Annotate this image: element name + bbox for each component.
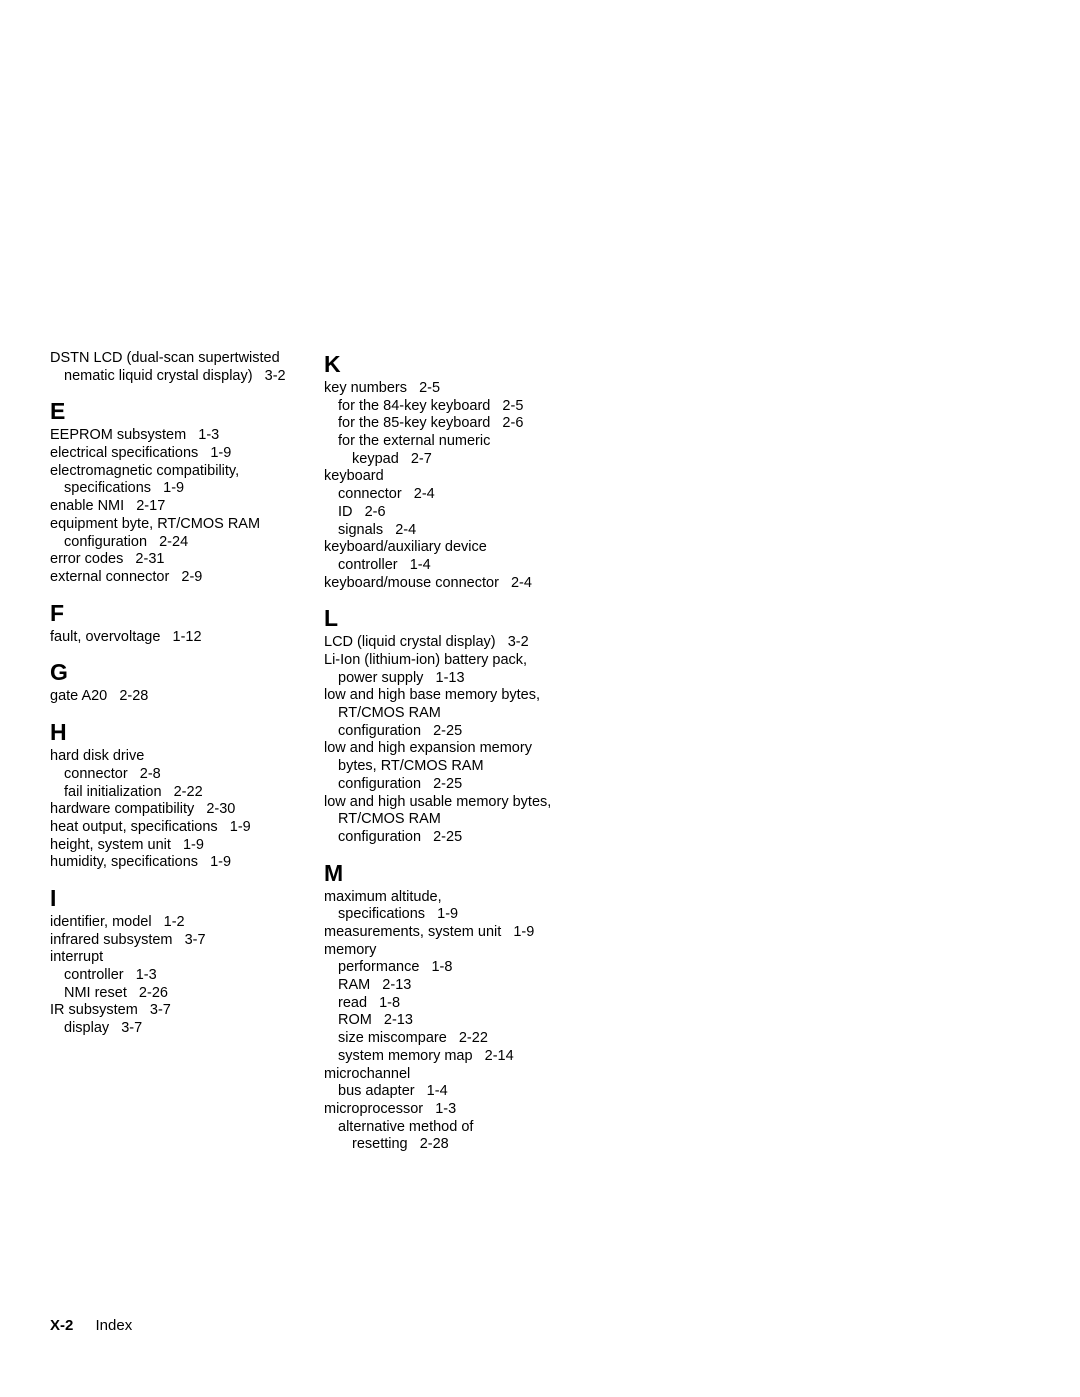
index-columns: DSTN LCD (dual-scan supertwistednematic … (50, 350, 580, 1154)
index-entry: hard disk drive (50, 748, 306, 766)
index-entry: EEPROM subsystem 1-3 (50, 427, 306, 445)
index-entry: infrared subsystem 3-7 (50, 932, 306, 950)
index-entry: LCD (liquid crystal display) 3-2 (324, 634, 580, 652)
index-section-heading: M (324, 859, 580, 887)
index-entry: resetting 2-28 (324, 1136, 580, 1154)
index-entry: error codes 2-31 (50, 551, 306, 569)
index-entry: for the 84-key keyboard 2-5 (324, 398, 580, 416)
index-entry: low and high usable memory bytes, (324, 794, 580, 812)
index-entry: measurements, system unit 1-9 (324, 924, 580, 942)
index-section-heading: K (324, 350, 580, 378)
index-entry: RT/CMOS RAM (324, 811, 580, 829)
index-entry: hardware compatibility 2-30 (50, 801, 306, 819)
index-entry: size miscompare 2-22 (324, 1030, 580, 1048)
index-entry: fail initialization 2-22 (50, 784, 306, 802)
index-entry: bytes, RT/CMOS RAM (324, 758, 580, 776)
index-entry: bus adapter 1-4 (324, 1083, 580, 1101)
page-number: X-2 (50, 1317, 73, 1334)
index-entry: configuration 2-25 (324, 776, 580, 794)
index-entry: microprocessor 1-3 (324, 1101, 580, 1119)
index-entry: keyboard/auxiliary device (324, 539, 580, 557)
index-section-heading: L (324, 604, 580, 632)
index-entry: keyboard (324, 468, 580, 486)
index-entry: identifier, model 1-2 (50, 914, 306, 932)
index-entry: equipment byte, RT/CMOS RAM (50, 516, 306, 534)
index-entry: IR subsystem 3-7 (50, 1002, 306, 1020)
index-entry: performance 1-8 (324, 959, 580, 977)
index-entry: configuration 2-25 (324, 723, 580, 741)
index-section-heading: E (50, 397, 306, 425)
index-entry: controller 1-4 (324, 557, 580, 575)
index-entry: for the 85-key keyboard 2-6 (324, 415, 580, 433)
index-entry: controller 1-3 (50, 967, 306, 985)
index-entry: read 1-8 (324, 995, 580, 1013)
index-entry: enable NMI 2-17 (50, 498, 306, 516)
index-entry: connector 2-8 (50, 766, 306, 784)
page-footer: X-2 Index (50, 1317, 132, 1334)
index-section-heading: G (50, 658, 306, 686)
index-section-heading: F (50, 599, 306, 627)
index-entry: external connector 2-9 (50, 569, 306, 587)
index-entry: nematic liquid crystal display) 3-2 (50, 368, 306, 386)
index-entry: alternative method of (324, 1119, 580, 1137)
index-entry: connector 2-4 (324, 486, 580, 504)
index-entry: gate A20 2-28 (50, 688, 306, 706)
index-entry: ID 2-6 (324, 504, 580, 522)
index-entry: memory (324, 942, 580, 960)
index-entry: display 3-7 (50, 1020, 306, 1038)
index-entry: low and high base memory bytes, (324, 687, 580, 705)
index-entry: system memory map 2-14 (324, 1048, 580, 1066)
index-entry: configuration 2-24 (50, 534, 306, 552)
index-entry: Li-Ion (lithium-ion) battery pack, (324, 652, 580, 670)
index-section-heading: I (50, 884, 306, 912)
index-entry: for the external numeric (324, 433, 580, 451)
index-entry: specifications 1-9 (324, 906, 580, 924)
index-entry: power supply 1-13 (324, 670, 580, 688)
index-entry: NMI reset 2-26 (50, 985, 306, 1003)
index-entry: heat output, specifications 1-9 (50, 819, 306, 837)
index-entry: keypad 2-7 (324, 451, 580, 469)
index-entry: height, system unit 1-9 (50, 837, 306, 855)
index-entry: configuration 2-25 (324, 829, 580, 847)
index-section-heading: H (50, 718, 306, 746)
index-entry: RT/CMOS RAM (324, 705, 580, 723)
index-page: DSTN LCD (dual-scan supertwistednematic … (0, 0, 1080, 1397)
index-entry: specifications 1-9 (50, 480, 306, 498)
index-entry: low and high expansion memory (324, 740, 580, 758)
index-column-left: DSTN LCD (dual-scan supertwistednematic … (50, 350, 306, 1154)
index-entry: keyboard/mouse connector 2-4 (324, 575, 580, 593)
index-entry: ROM 2-13 (324, 1012, 580, 1030)
index-entry: fault, overvoltage 1-12 (50, 629, 306, 647)
index-column-right: Kkey numbers 2-5for the 84-key keyboard … (324, 350, 580, 1154)
index-entry: DSTN LCD (dual-scan supertwisted (50, 350, 306, 368)
index-entry: maximum altitude, (324, 889, 580, 907)
index-entry: interrupt (50, 949, 306, 967)
index-entry: microchannel (324, 1066, 580, 1084)
index-entry: electrical specifications 1-9 (50, 445, 306, 463)
index-entry: RAM 2-13 (324, 977, 580, 995)
index-entry: electromagnetic compatibility, (50, 463, 306, 481)
footer-label: Index (96, 1317, 133, 1334)
index-entry: humidity, specifications 1-9 (50, 854, 306, 872)
index-entry: signals 2-4 (324, 522, 580, 540)
index-entry: key numbers 2-5 (324, 380, 580, 398)
